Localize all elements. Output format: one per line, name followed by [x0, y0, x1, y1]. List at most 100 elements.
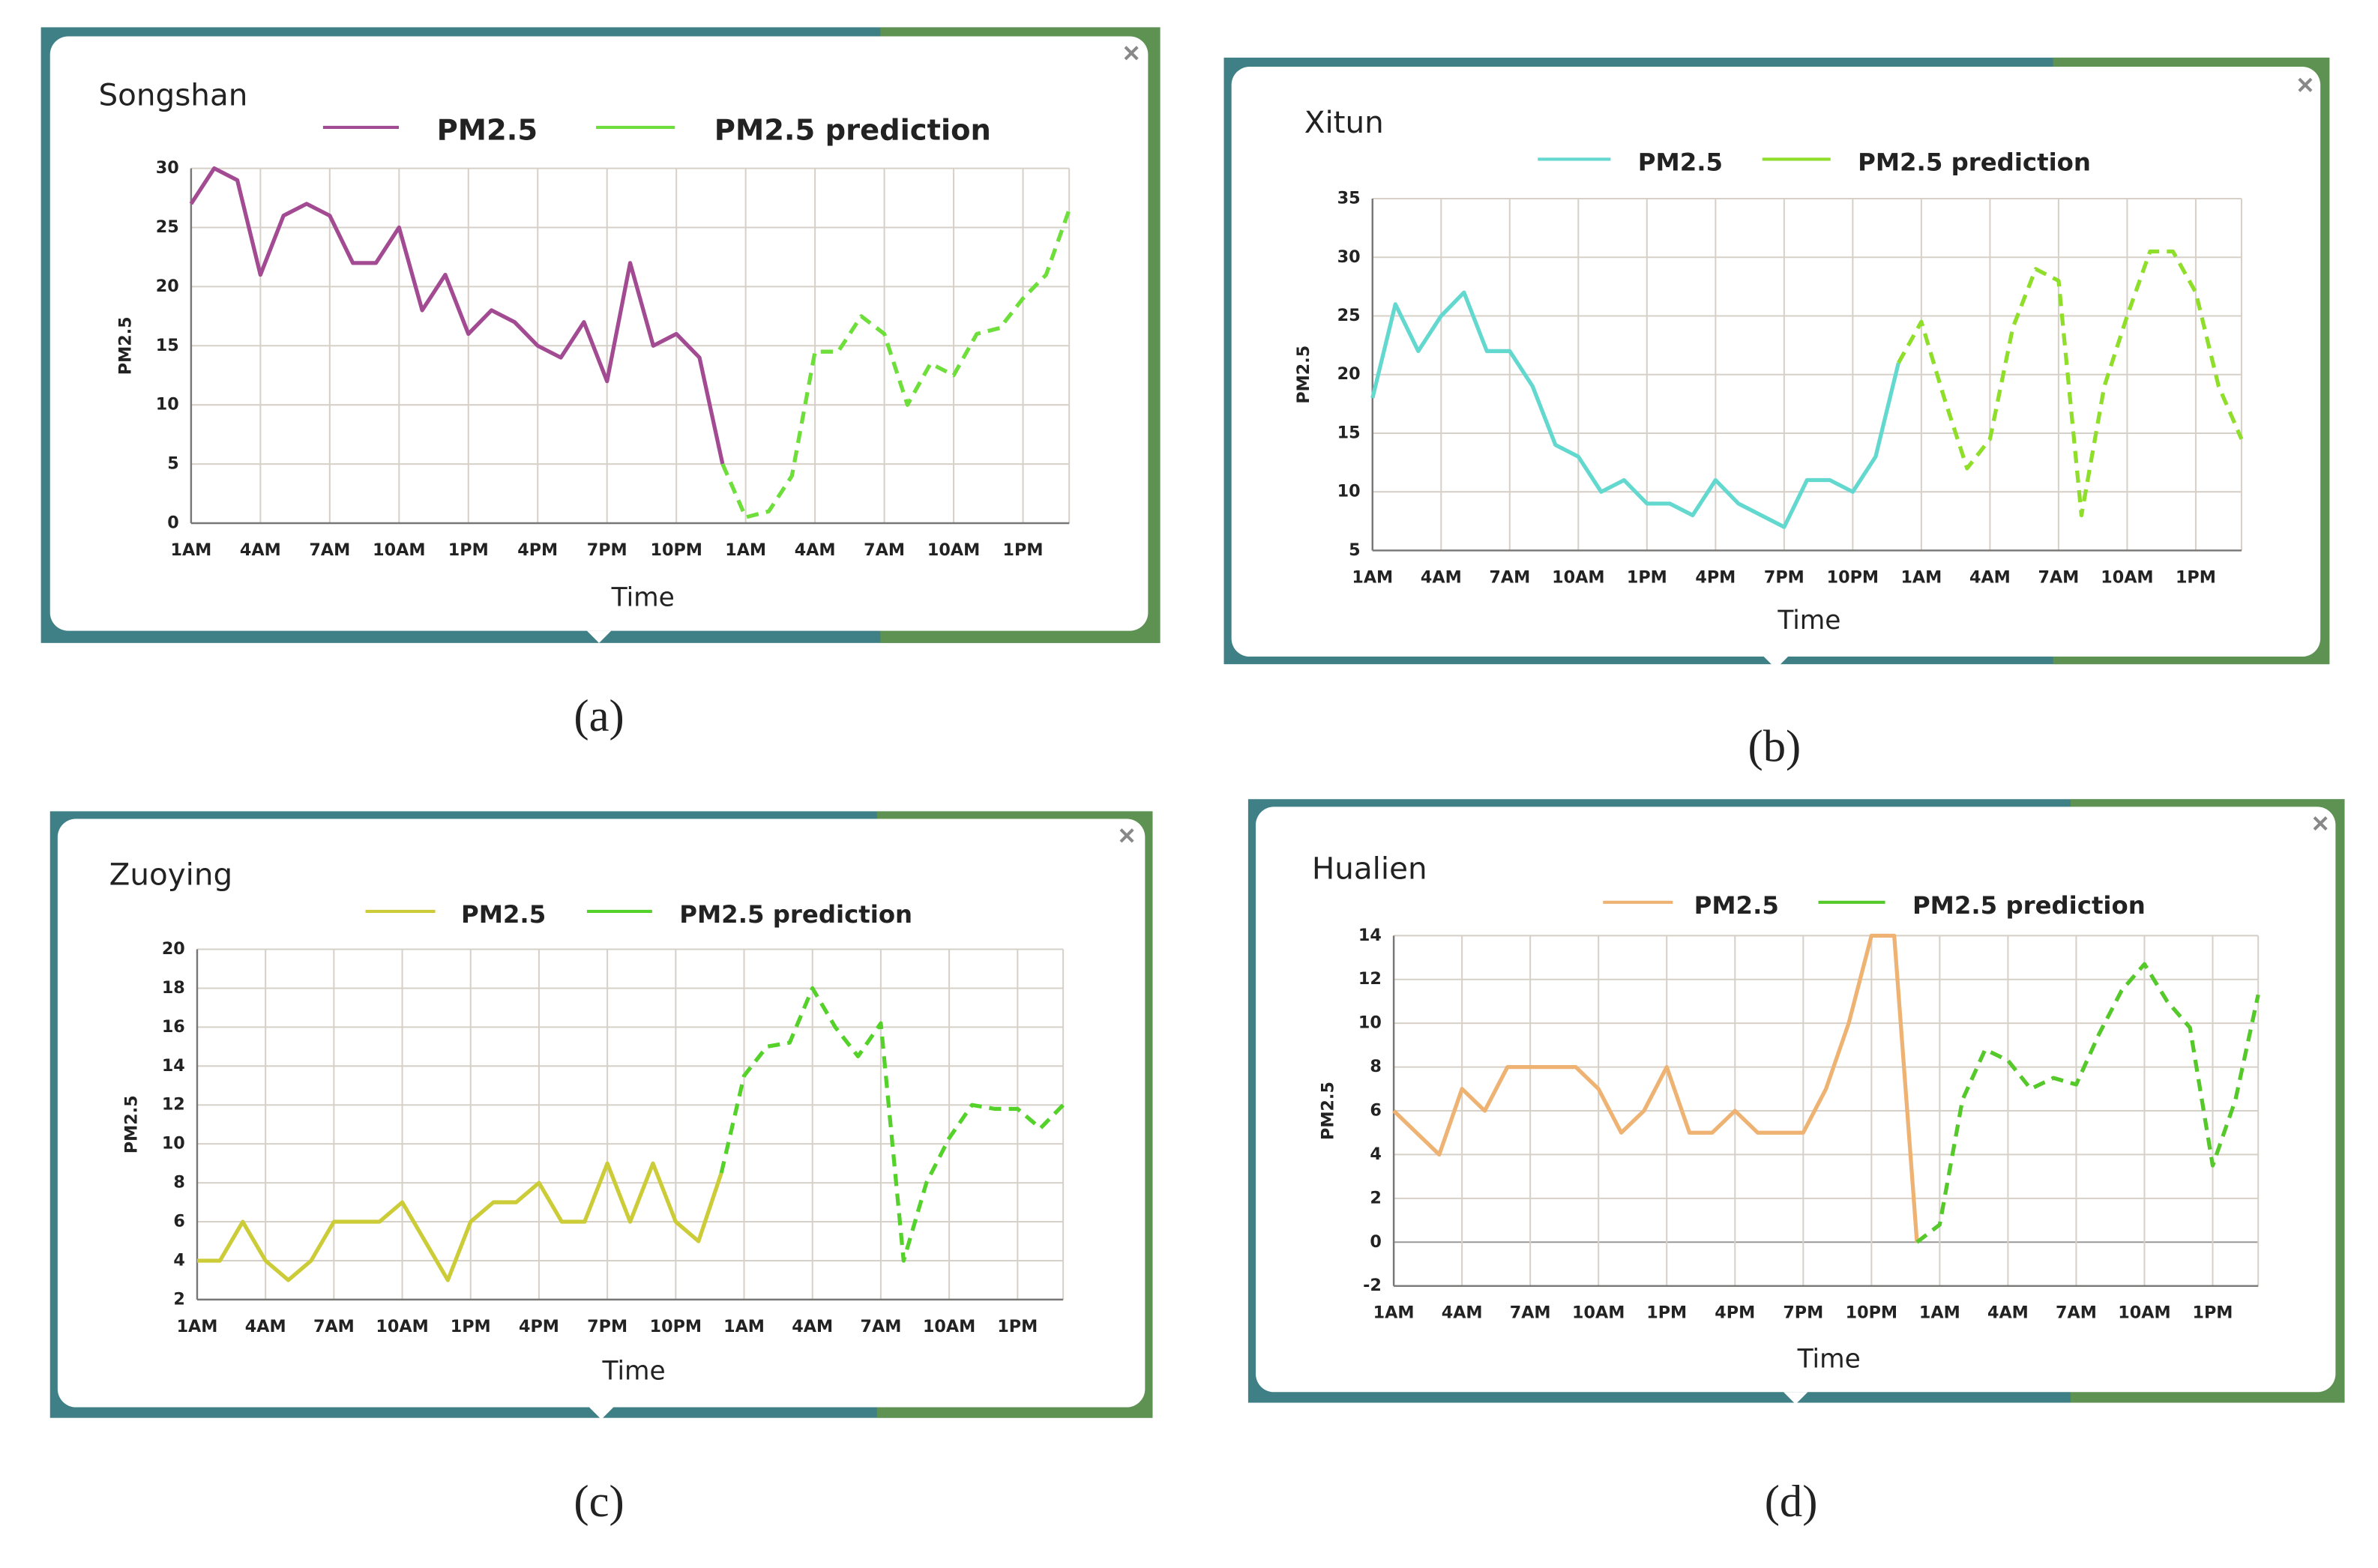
y-tick-label: 30	[156, 158, 179, 178]
x-tick-label: 1PM	[1627, 567, 1667, 587]
x-tick-label: 7AM	[2038, 567, 2079, 587]
series-line	[196, 1161, 723, 1282]
prediction-line	[719, 986, 1065, 1263]
series-line	[189, 166, 725, 465]
x-tick-label: 1AM	[1919, 1303, 1960, 1323]
x-tick-label: 7PM	[587, 540, 627, 560]
chart-title: Hualien	[1312, 850, 1427, 886]
y-tick-label: 5	[167, 454, 178, 474]
y-tick-label: 4	[173, 1250, 184, 1270]
y-tick-label: -2	[1363, 1276, 1382, 1295]
popup-panel: Xitun PM2.5 PM2.5 prediction PM2.5 Time (b) 5 1…	[1223, 57, 2330, 771]
chart-title: Xitun	[1304, 104, 1384, 140]
y-tick-label: 20	[156, 277, 179, 296]
panel-caption: (a)	[574, 691, 624, 741]
y-tick-label: 8	[173, 1173, 184, 1192]
x-tick-label: 10AM	[376, 1317, 428, 1336]
x-tick-label: 7AM	[1489, 567, 1530, 587]
popup-panel: Zuoying PM2.5 PM2.5 prediction PM2.5 Time (c)…	[49, 811, 1153, 1527]
y-tick-label: 18	[162, 978, 185, 998]
y-tick-label: 0	[167, 513, 178, 533]
y-tick-label: 6	[173, 1212, 184, 1231]
x-tick-label: 7PM	[1764, 567, 1804, 587]
x-tick-label: 7AM	[860, 1317, 901, 1336]
x-tick-label: 1AM	[170, 540, 211, 560]
x-tick-label: 10AM	[923, 1317, 975, 1336]
close-button[interactable]	[2313, 816, 2328, 831]
popup-pointer	[589, 1407, 614, 1420]
y-tick-label: 12	[1358, 969, 1382, 989]
x-tick-label: 1PM	[451, 1317, 491, 1336]
x-tick-label: 10AM	[1552, 567, 1604, 587]
close-icon	[1119, 828, 1134, 843]
prediction-line	[1915, 962, 2260, 1244]
x-tick-label: 10PM	[650, 540, 702, 560]
y-axis-label: PM2.5	[1294, 346, 1313, 404]
y-tick-label: 10	[162, 1134, 185, 1154]
legend-label: PM2.5	[461, 900, 546, 929]
x-axis-label: Time	[1777, 606, 1840, 636]
legend-label: PM2.5 prediction	[1858, 148, 2091, 177]
y-tick-label: 20	[1337, 364, 1361, 384]
x-tick-label: 4AM	[245, 1317, 286, 1336]
close-button[interactable]	[1119, 828, 1134, 843]
x-tick-label: 7AM	[1510, 1303, 1551, 1323]
x-tick-label: 4AM	[1421, 567, 1462, 587]
y-tick-label: 25	[1337, 306, 1361, 325]
x-tick-label: 7AM	[309, 540, 350, 560]
close-icon	[2313, 816, 2328, 831]
chart-title: Songshan	[98, 76, 247, 112]
x-tick-label: 1PM	[1003, 540, 1044, 560]
x-tick-label: 7PM	[1783, 1303, 1823, 1323]
popup-pointer	[586, 630, 612, 643]
series-line	[1370, 290, 1900, 529]
y-tick-label: 0	[1370, 1232, 1381, 1252]
y-tick-label: 10	[156, 395, 179, 414]
x-tick-label: 7AM	[2056, 1303, 2097, 1323]
x-axis-label: Time	[1797, 1344, 1861, 1374]
series-line	[1392, 933, 1919, 1243]
popup-panel: Hualien PM2.5 PM2.5 prediction PM2.5 Time (d)…	[1247, 799, 2345, 1527]
x-tick-label: 4PM	[1695, 567, 1736, 587]
x-tick-label: 10AM	[1572, 1303, 1625, 1323]
popup-pointer	[1784, 1392, 1808, 1405]
y-tick-label: 10	[1358, 1013, 1382, 1033]
y-tick-label: 14	[162, 1056, 185, 1076]
panel-caption: (d)	[1765, 1477, 1818, 1527]
y-tick-label: 10	[1337, 482, 1361, 501]
y-tick-label: 12	[162, 1095, 185, 1115]
prediction-line	[720, 208, 1071, 519]
y-tick-label: 6	[1370, 1101, 1381, 1121]
x-tick-label: 4AM	[1987, 1303, 2029, 1323]
y-tick-label: 4	[1370, 1145, 1381, 1164]
x-tick-label: 1AM	[723, 1317, 765, 1336]
y-tick-label: 5	[1349, 540, 1360, 560]
y-tick-label: 35	[1337, 189, 1361, 208]
y-tick-label: 30	[1337, 247, 1361, 267]
x-tick-label: 4AM	[1969, 567, 2011, 587]
x-tick-label: 10PM	[650, 1317, 702, 1336]
x-tick-label: 4AM	[795, 540, 836, 560]
panel-caption: (b)	[1748, 721, 1801, 771]
close-button[interactable]	[2298, 77, 2313, 92]
x-tick-label: 1AM	[1900, 567, 1942, 587]
legend-label: PM2.5 prediction	[1912, 891, 2146, 920]
x-tick-label: 1PM	[2193, 1303, 2233, 1323]
x-tick-label: 10PM	[1846, 1303, 1897, 1323]
close-icon	[1124, 46, 1139, 61]
x-tick-label: 7PM	[587, 1317, 627, 1336]
legend-label: PM2.5 prediction	[714, 114, 991, 148]
legend-label: PM2.5	[437, 114, 538, 148]
y-tick-label: 8	[1370, 1057, 1381, 1076]
popup-card	[49, 36, 1149, 631]
close-button[interactable]	[1124, 46, 1139, 61]
chart-title: Zuoying	[109, 856, 233, 892]
x-tick-label: 1PM	[997, 1317, 1038, 1336]
x-tick-label: 4AM	[792, 1317, 833, 1336]
x-tick-label: 1PM	[2176, 567, 2216, 587]
x-tick-label: 1PM	[448, 540, 489, 560]
panel-caption: (c)	[574, 1477, 624, 1527]
y-tick-label: 2	[1370, 1188, 1381, 1207]
